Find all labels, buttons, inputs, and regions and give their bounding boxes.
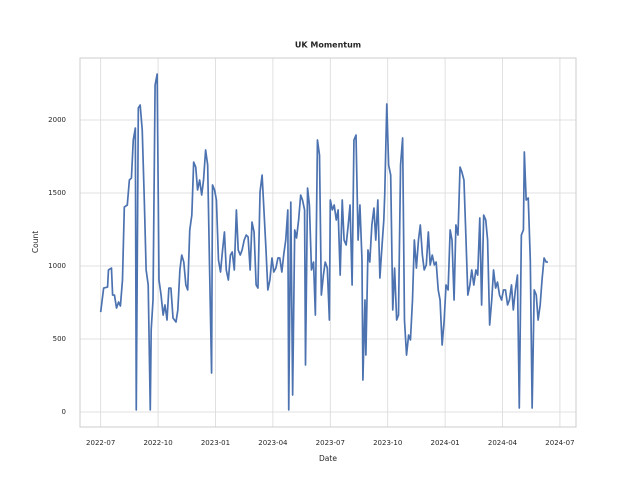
x-tick-label: 2023-07	[316, 439, 345, 447]
y-tick-label: 1500	[48, 189, 66, 197]
x-tick-label: 2023-01	[201, 439, 230, 447]
plot-frame	[79, 57, 577, 428]
chart-title: UK Momentum	[295, 41, 361, 50]
y-tick-label: 2000	[48, 116, 66, 124]
plot	[99, 73, 548, 411]
x-tick-label: 2023-04	[258, 439, 288, 447]
x-tick-label: 2024-07	[545, 439, 574, 447]
x-tick-label: 2024-04	[488, 439, 518, 447]
y-tick-label: 500	[53, 335, 66, 343]
x-tick-label: 2023-10	[373, 439, 402, 447]
x-tick-label: 2022-07	[86, 439, 115, 447]
x-tick-label: 2022-10	[143, 439, 172, 447]
y-tick-label: 0	[62, 408, 66, 416]
y-tick-label: 1000	[48, 262, 66, 270]
data-line	[99, 73, 548, 411]
x-axis-label: Date	[319, 454, 337, 463]
x-tick-label: 2024-01	[430, 439, 459, 447]
y-axis-label: Count	[31, 231, 40, 253]
